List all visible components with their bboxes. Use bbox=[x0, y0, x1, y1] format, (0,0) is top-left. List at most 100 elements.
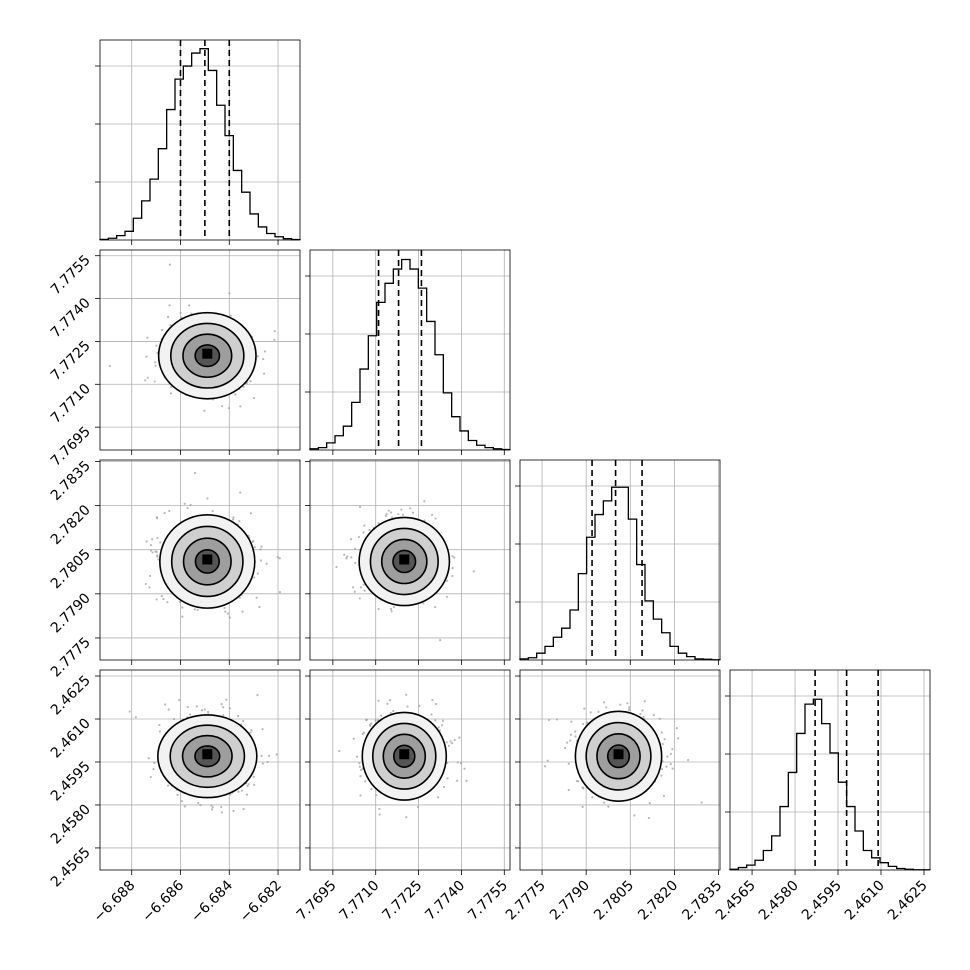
axes-frame bbox=[309, 459, 511, 661]
sample-point bbox=[358, 762, 361, 765]
sample-point bbox=[390, 610, 393, 613]
x-tick-label: 2.4580 bbox=[756, 878, 802, 924]
sample-point bbox=[154, 550, 157, 553]
axes-frame bbox=[99, 249, 301, 451]
sample-point bbox=[172, 717, 176, 721]
sample-point bbox=[145, 540, 148, 543]
density-peak bbox=[202, 554, 213, 565]
sample-point bbox=[263, 372, 266, 375]
sample-point bbox=[362, 583, 365, 586]
sample-point bbox=[260, 754, 263, 757]
x-tick-label: 2.7775 bbox=[503, 878, 549, 924]
sample-point bbox=[128, 710, 131, 713]
sample-point bbox=[238, 596, 241, 599]
sample-point bbox=[628, 708, 631, 712]
sample-point bbox=[149, 544, 152, 547]
sample-point bbox=[434, 719, 437, 722]
sample-point bbox=[642, 715, 645, 718]
y-tick-label: 7.7710 bbox=[48, 381, 94, 427]
sample-point bbox=[273, 329, 276, 333]
sample-point bbox=[365, 718, 368, 721]
sample-point bbox=[388, 699, 392, 702]
scatter-panel-2-1 bbox=[305, 459, 511, 665]
sample-point bbox=[220, 805, 223, 809]
sample-point bbox=[156, 536, 159, 540]
sample-point bbox=[163, 511, 166, 515]
sample-point bbox=[147, 757, 150, 760]
sample-point bbox=[583, 707, 586, 710]
sample-point bbox=[418, 705, 421, 708]
y-tick-label: 2.7790 bbox=[48, 590, 94, 636]
sample-point bbox=[193, 608, 196, 611]
sample-point bbox=[641, 709, 644, 712]
y-tick-label: 7.7755 bbox=[48, 252, 94, 298]
sample-point bbox=[451, 574, 454, 578]
sample-point bbox=[278, 591, 282, 594]
histogram-panel-3 bbox=[725, 669, 931, 875]
sample-point bbox=[226, 612, 230, 615]
sample-point bbox=[370, 788, 373, 791]
sample-point bbox=[626, 702, 629, 705]
sample-point bbox=[253, 783, 256, 787]
sample-point bbox=[555, 718, 559, 721]
axes-frame bbox=[99, 39, 301, 241]
sample-point bbox=[446, 777, 449, 780]
sample-point bbox=[362, 531, 365, 534]
sample-point bbox=[423, 500, 426, 503]
sample-point bbox=[567, 788, 570, 792]
sample-point bbox=[242, 385, 245, 389]
sample-point bbox=[370, 722, 373, 725]
sample-point bbox=[195, 705, 198, 708]
sample-point bbox=[249, 731, 252, 734]
sample-point bbox=[252, 396, 256, 400]
sample-point bbox=[156, 554, 159, 557]
sample-point bbox=[434, 702, 438, 706]
sample-point bbox=[168, 304, 171, 307]
sample-point bbox=[224, 610, 227, 613]
axes-frame bbox=[309, 249, 511, 451]
sample-point bbox=[377, 522, 380, 525]
sample-point bbox=[603, 701, 606, 704]
sample-point bbox=[430, 713, 433, 716]
sample-point bbox=[134, 716, 137, 719]
x-tick-label: 7.7725 bbox=[379, 878, 425, 924]
sample-point bbox=[278, 557, 281, 560]
sample-point bbox=[237, 790, 240, 793]
sample-point bbox=[456, 779, 459, 782]
scatter-panel-3-0 bbox=[95, 669, 301, 875]
y-tick-label: 7.7725 bbox=[48, 338, 94, 384]
sample-point bbox=[259, 548, 262, 551]
sample-point bbox=[166, 601, 169, 604]
sample-point bbox=[149, 574, 152, 577]
sample-point bbox=[253, 576, 256, 579]
sample-point bbox=[378, 813, 381, 816]
sample-point bbox=[658, 717, 661, 721]
sample-point bbox=[258, 605, 261, 609]
sample-point bbox=[160, 595, 163, 598]
sample-point bbox=[387, 509, 390, 512]
y-tick-label: 2.4625 bbox=[48, 673, 94, 719]
sample-point bbox=[108, 364, 111, 368]
sample-point bbox=[155, 344, 158, 347]
sample-point bbox=[238, 520, 241, 523]
sample-point bbox=[449, 740, 452, 743]
sample-point bbox=[263, 350, 267, 353]
sample-point bbox=[155, 516, 158, 519]
sample-point bbox=[189, 503, 192, 507]
sample-point bbox=[400, 508, 403, 511]
sample-point bbox=[250, 729, 253, 732]
sample-point bbox=[265, 562, 268, 565]
sample-point bbox=[338, 749, 341, 753]
sample-point bbox=[675, 727, 678, 730]
sample-point bbox=[409, 507, 412, 510]
sample-point bbox=[343, 553, 346, 556]
sample-point bbox=[261, 762, 264, 765]
sample-point bbox=[546, 759, 549, 762]
sample-point bbox=[168, 263, 172, 266]
sample-point bbox=[355, 755, 359, 758]
sample-point bbox=[237, 714, 240, 718]
sample-point bbox=[176, 793, 179, 797]
sample-point bbox=[167, 784, 170, 787]
sample-point bbox=[223, 606, 226, 610]
